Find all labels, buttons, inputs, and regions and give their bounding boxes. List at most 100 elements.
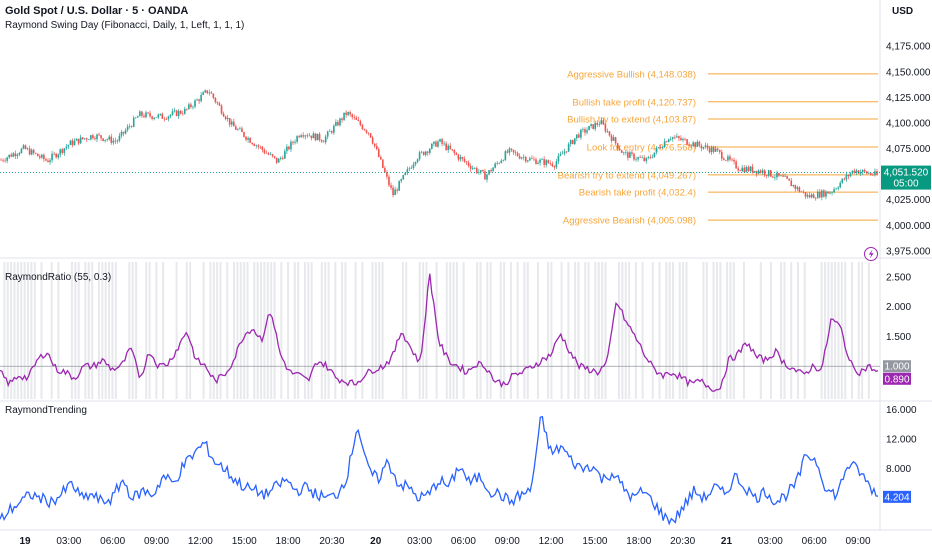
candle-body bbox=[273, 156, 276, 158]
candle-body bbox=[259, 146, 262, 148]
candle-body bbox=[441, 139, 443, 144]
candle-body bbox=[30, 149, 33, 155]
candle-body bbox=[124, 130, 127, 134]
candle-body bbox=[710, 147, 713, 153]
time-tick-label: 09:00 bbox=[144, 536, 169, 547]
candle-body bbox=[196, 99, 198, 101]
ratio-band bbox=[212, 262, 215, 399]
candle-body bbox=[825, 191, 827, 197]
ratio-band bbox=[834, 262, 837, 399]
candle-body bbox=[694, 142, 697, 147]
candle-body bbox=[571, 140, 574, 145]
ratio-band bbox=[401, 262, 404, 399]
candle-body bbox=[141, 111, 143, 116]
candle-body bbox=[486, 174, 488, 180]
ratio-background-bands bbox=[3, 262, 870, 399]
ratio-band bbox=[256, 262, 259, 399]
candle-body bbox=[745, 167, 748, 173]
candle-body bbox=[690, 145, 692, 147]
candle-body bbox=[424, 151, 427, 155]
candlestick-series bbox=[0, 89, 878, 201]
candle-body bbox=[508, 148, 511, 153]
time-tick-label: 03:00 bbox=[407, 536, 432, 547]
candle-body bbox=[10, 154, 13, 157]
candle-body bbox=[118, 135, 121, 141]
candle-body bbox=[77, 138, 80, 144]
candle-body bbox=[110, 136, 113, 143]
candle-body bbox=[545, 160, 548, 165]
candle-body bbox=[510, 148, 513, 150]
candle-body bbox=[604, 124, 607, 132]
ratio-level-value: 1.000 bbox=[884, 362, 909, 373]
trend-axis[interactable]: 16.000 12.000 8.000 bbox=[886, 405, 917, 475]
candle-body bbox=[277, 158, 280, 163]
candle-body bbox=[302, 135, 305, 137]
pane-separators bbox=[0, 0, 932, 531]
price-tick-label: 4,100.000 bbox=[886, 118, 931, 129]
candle-body bbox=[569, 140, 572, 145]
candle-body bbox=[565, 151, 568, 152]
level-label: Bearish try to extend (4,049.267) bbox=[558, 170, 696, 181]
candle-body bbox=[692, 142, 695, 146]
candle-body bbox=[774, 177, 776, 178]
candle-body bbox=[872, 174, 874, 176]
candle-body bbox=[343, 112, 345, 121]
ratio-band bbox=[547, 262, 550, 399]
candle-body bbox=[453, 150, 456, 154]
currency-label[interactable]: USD bbox=[892, 6, 913, 17]
candle-body bbox=[173, 110, 176, 112]
price-tag-value: 4,051.520 bbox=[884, 168, 929, 179]
ratio-tick-label: 2.500 bbox=[886, 272, 911, 283]
ratio-band bbox=[70, 262, 73, 399]
candle-body bbox=[610, 135, 613, 141]
price-tick-label: 4,000.000 bbox=[886, 221, 931, 232]
ratio-band bbox=[236, 262, 239, 399]
indicator-label: Raymond Swing Day (Fibonacci, Daily, 1, … bbox=[5, 20, 244, 31]
ratio-band bbox=[796, 262, 799, 399]
candle-body bbox=[96, 134, 98, 140]
candle-body bbox=[202, 92, 204, 95]
candle-body bbox=[422, 151, 425, 155]
candle-body bbox=[847, 174, 850, 177]
ratio-band bbox=[624, 262, 627, 399]
candle-body bbox=[635, 159, 637, 160]
candle-body bbox=[208, 92, 211, 94]
price-tick-label: 4,150.000 bbox=[886, 67, 931, 78]
ratio-band bbox=[354, 262, 357, 399]
ratio-axis[interactable]: 2.500 2.000 1.500 bbox=[886, 272, 911, 343]
candle-body bbox=[431, 143, 433, 149]
lightning-icon[interactable] bbox=[864, 247, 878, 261]
candle-body bbox=[727, 156, 729, 161]
ratio-band bbox=[23, 262, 26, 399]
candle-body bbox=[708, 148, 711, 153]
time-axis[interactable]: 19 03:00 06:00 09:00 12:00 15:00 18:00 20:30 20 0… bbox=[19, 536, 871, 547]
ratio-band bbox=[634, 262, 637, 399]
ratio-band bbox=[425, 262, 428, 399]
candle-body bbox=[286, 146, 288, 152]
candle-body bbox=[251, 142, 253, 145]
candle-body bbox=[800, 191, 803, 193]
candle-body bbox=[416, 159, 419, 163]
level-lines: Aggressive Bullish (4,148.038) Bullish ta… bbox=[558, 69, 878, 227]
candle-body bbox=[151, 116, 153, 119]
candle-body bbox=[522, 157, 525, 158]
candle-body bbox=[388, 176, 390, 186]
ratio-band bbox=[260, 262, 263, 399]
ratio-band bbox=[361, 262, 364, 399]
candle-body bbox=[267, 153, 270, 155]
candle-body bbox=[437, 141, 439, 147]
candle-body bbox=[835, 188, 837, 190]
ratio-band bbox=[574, 262, 577, 399]
candle-body bbox=[480, 170, 482, 172]
ratio-band bbox=[628, 262, 631, 399]
candle-body bbox=[455, 153, 458, 155]
candle-body bbox=[337, 121, 339, 126]
candle-body bbox=[8, 154, 11, 158]
candle-body bbox=[549, 163, 552, 164]
candle-body bbox=[379, 156, 382, 160]
candle-body bbox=[808, 195, 811, 198]
candle-body bbox=[780, 175, 782, 177]
candle-body bbox=[235, 126, 237, 130]
price-axis[interactable]: 4,175.000 4,150.000 4,125.000 4,100.000 4,07… bbox=[886, 42, 931, 258]
